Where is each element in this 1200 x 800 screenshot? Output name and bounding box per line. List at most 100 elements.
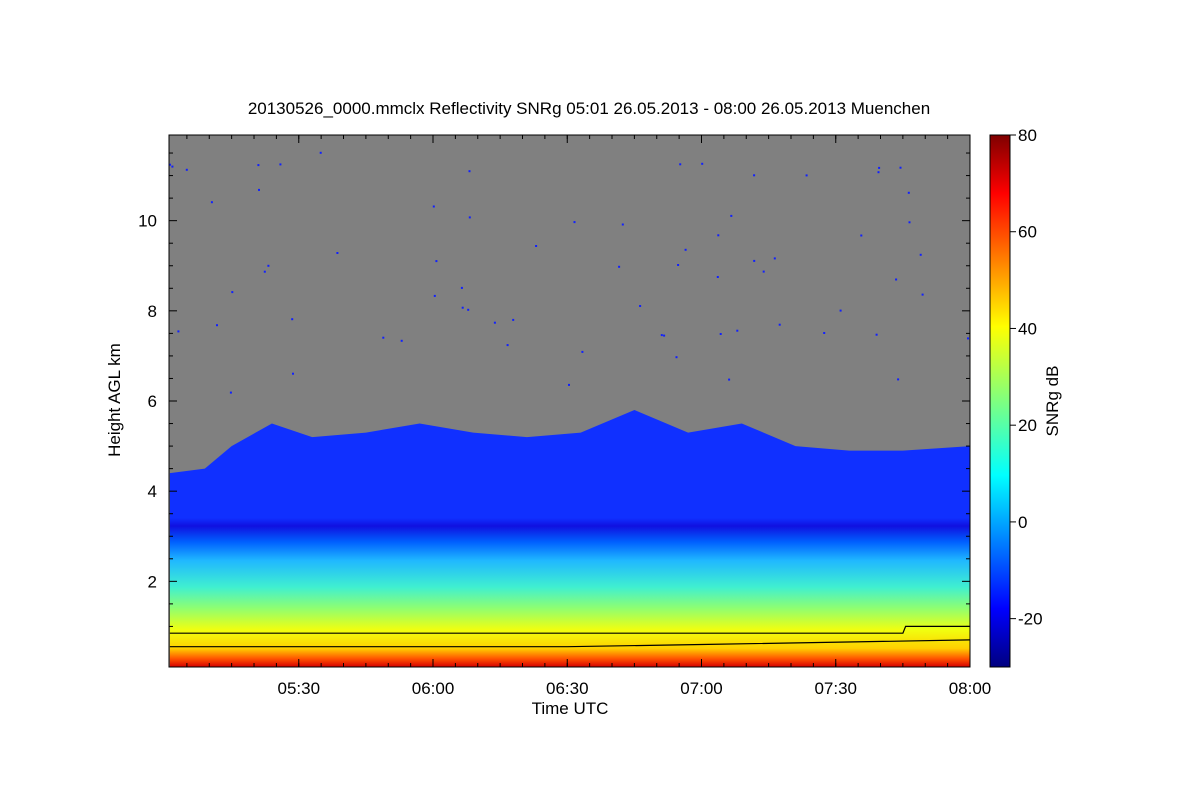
- noise-speckle: [336, 252, 339, 254]
- y-tick-label: 8: [148, 302, 157, 321]
- noise-speckle: [210, 201, 213, 204]
- noise-speckle: [701, 162, 704, 165]
- noise-speckle: [878, 166, 881, 169]
- noise-speckle: [823, 332, 826, 334]
- y-tick-label: 10: [138, 212, 157, 231]
- noise-speckle: [730, 214, 733, 217]
- noise-speckle: [773, 257, 776, 260]
- y-tick-label: 6: [148, 392, 157, 411]
- colorbar-tick-label: 80: [1018, 126, 1037, 145]
- noise-speckle: [736, 329, 739, 332]
- noise-speckle: [506, 344, 509, 347]
- noise-speckle: [216, 324, 218, 327]
- noise-speckle: [319, 151, 322, 154]
- noise-speckle: [231, 291, 234, 294]
- overlay-line: [169, 625, 970, 634]
- y-tick-label: 4: [148, 482, 157, 501]
- noise-speckle: [618, 265, 621, 268]
- noise-speckle: [899, 166, 902, 169]
- colorbar: [989, 134, 1011, 668]
- noise-speckle: [839, 309, 842, 312]
- noise-speckle: [778, 323, 781, 326]
- noise-speckle: [257, 164, 260, 167]
- noise-speckle: [663, 334, 666, 337]
- noise-speckle: [468, 170, 471, 173]
- noise-speckle: [753, 174, 756, 177]
- cloud-field: [169, 410, 970, 667]
- noise-speckle: [185, 168, 188, 171]
- noise-speckle: [762, 270, 765, 273]
- noise-speckle: [805, 174, 808, 177]
- noise-speckle: [435, 260, 438, 263]
- noise-speckle: [169, 163, 171, 166]
- noise-speckle: [719, 333, 722, 335]
- colorbar-tick-label: 0: [1018, 513, 1027, 532]
- noise-speckle: [460, 286, 463, 289]
- y-tick-label: 2: [148, 572, 157, 591]
- x-tick-label: 05:30: [277, 679, 320, 698]
- noise-speckle: [535, 245, 538, 247]
- x-axis: 05:30 06:00 06:30 07:00 07:30 08:00: [186, 135, 992, 698]
- noise-speckle: [716, 276, 719, 278]
- noise-speckle: [468, 216, 471, 219]
- x-tick-label: 06:30: [546, 679, 589, 698]
- noise-speckle: [467, 308, 470, 311]
- noise-speckle: [717, 234, 720, 237]
- noise-speckle: [677, 264, 680, 266]
- x-tick-label: 07:00: [680, 679, 723, 698]
- noise-speckle: [679, 163, 682, 166]
- noise-speckle: [573, 221, 576, 224]
- colorbar-tick-label: -20: [1018, 610, 1043, 629]
- noise-speckle: [292, 372, 294, 375]
- x-axis-label: Time UTC: [532, 699, 609, 718]
- noise-speckle: [171, 165, 174, 168]
- noise-speckle: [432, 205, 435, 208]
- noise-speckle: [621, 223, 624, 226]
- noise-speckle: [639, 305, 642, 307]
- noise-speckle: [967, 337, 969, 340]
- noise-speckle: [919, 253, 922, 256]
- colorbar-label: SNRg dB: [1043, 366, 1062, 437]
- noise-speckle: [258, 188, 260, 191]
- chart-title: 20130526_0000.mmclx Reflectivity SNRg 05…: [248, 99, 930, 118]
- noise-speckle: [907, 191, 910, 194]
- noise-speckle: [263, 270, 266, 273]
- noise-speckle: [921, 293, 924, 296]
- noise-speckle: [433, 294, 436, 297]
- y-axis: 2 4 6 8 10: [138, 152, 970, 627]
- noise-speckle: [660, 334, 663, 337]
- noise-speckle: [895, 278, 898, 281]
- x-tick-label: 06:00: [412, 679, 455, 698]
- noise-speckle: [581, 350, 584, 353]
- noise-speckle: [908, 221, 911, 224]
- noise-speckle: [860, 234, 863, 237]
- x-tick-label: 08:00: [949, 679, 992, 698]
- noise-speckle: [728, 378, 731, 381]
- colorbar-tick-label: 40: [1018, 319, 1037, 338]
- noise-speckle: [753, 259, 756, 262]
- noise-speckles: [169, 151, 969, 394]
- noise-speckle: [493, 321, 496, 324]
- noise-speckle: [568, 383, 570, 386]
- noise-speckle: [512, 318, 515, 321]
- noise-speckle: [400, 339, 403, 342]
- overlay-line: [169, 639, 970, 648]
- colorbar-tick-label: 20: [1018, 416, 1037, 435]
- noise-speckle: [229, 391, 232, 394]
- noise-speckle: [897, 378, 900, 381]
- noise-speckle: [267, 264, 270, 267]
- plot-area: [169, 135, 970, 667]
- noise-speckle: [382, 336, 385, 339]
- noise-speckle: [684, 248, 687, 251]
- colorbar-axis: -20 0 20 40 60 80: [1010, 126, 1043, 629]
- colorbar-tick-label: 60: [1018, 223, 1037, 242]
- x-tick-label: 07:30: [814, 679, 857, 698]
- noise-speckle: [177, 330, 180, 333]
- noise-speckle: [675, 356, 678, 359]
- noise-speckle: [279, 163, 282, 166]
- y-axis-label: Height AGL km: [105, 343, 124, 457]
- noise-speckle: [461, 306, 464, 309]
- noise-speckle: [291, 318, 294, 321]
- noise-speckle: [875, 333, 878, 336]
